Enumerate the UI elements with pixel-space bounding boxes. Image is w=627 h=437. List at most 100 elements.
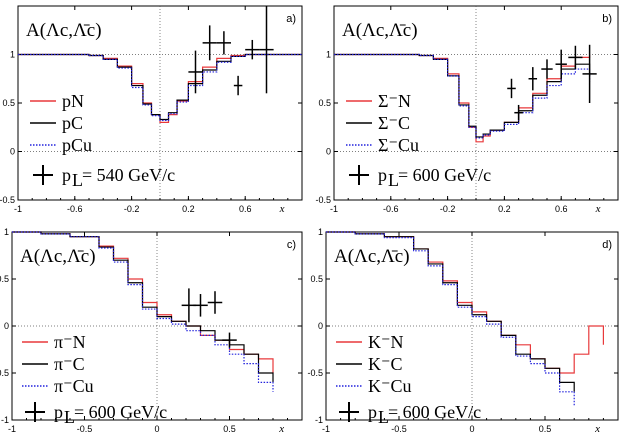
y-tick-label: -0.5	[315, 195, 331, 205]
series-pCu	[18, 53, 302, 122]
legend-entry: pCu	[62, 135, 92, 155]
panel-title: A(Λc,Λ̄c)	[26, 20, 102, 41]
data-point	[582, 44, 597, 103]
y-tick-label: 0	[318, 321, 323, 331]
x-tick-label: -0.6	[67, 204, 83, 214]
data-point	[207, 291, 223, 314]
legend-entry: Σ⁻Cu	[378, 135, 419, 155]
beam-label: p	[378, 165, 387, 185]
legend-entry: π⁻N	[54, 332, 86, 352]
beam-value: = 600 GeV/c	[74, 402, 167, 422]
y-tick-label: -0.5	[0, 195, 15, 205]
x-tick-label: -1	[8, 424, 16, 434]
legend-entry: K⁻N	[368, 332, 404, 352]
beam-label-sub: L	[64, 407, 75, 427]
panel-label: b)	[602, 13, 612, 25]
legend-entry: π⁻C	[54, 354, 85, 374]
beam-label: p	[62, 165, 71, 185]
data-point	[568, 45, 583, 70]
y-tick-label: 0.5	[318, 98, 331, 108]
x-tick-label: 0	[469, 424, 474, 434]
y-tick-label: -0.5	[307, 368, 323, 378]
data-point	[188, 50, 203, 94]
beam-label-sub: L	[388, 170, 399, 190]
x-axis-label: x	[279, 203, 285, 215]
series-Σ-C	[334, 53, 591, 138]
x-tick-label: -1	[322, 424, 330, 434]
beam-label: p	[368, 402, 377, 422]
x-axis-label: x	[278, 423, 284, 435]
data-point	[216, 31, 231, 55]
legend-entry: Σ⁻N	[378, 91, 411, 111]
beam-label: p	[54, 402, 63, 422]
data-point	[507, 78, 516, 99]
series-pN	[18, 53, 302, 123]
legend-entry: Σ⁻C	[378, 113, 410, 133]
x-tick-label: 0	[154, 424, 159, 434]
x-tick-label: 0.2	[182, 204, 195, 214]
beam-marker	[33, 165, 53, 185]
beam-marker	[339, 402, 359, 422]
series-Σ-Cu	[334, 53, 591, 139]
series-π-Cu	[12, 231, 274, 392]
panel-label: c)	[287, 239, 296, 251]
y-tick-label: 0.5	[2, 98, 15, 108]
data-point	[514, 104, 523, 121]
beam-value: = 600 GeV/c	[388, 402, 481, 422]
series-Σ-N	[334, 53, 591, 143]
panel-d: -1 -0.5 0 0.5 1 -1 -0.5 0 0.5 x d) A(Λc,Λ̄c) K⁻NK⁻CK…	[307, 227, 619, 435]
x-tick-label: 0.2	[498, 204, 511, 214]
y-tick-label: 1	[326, 50, 331, 60]
x-tick-label: -0.5	[391, 424, 407, 434]
panel-a: -0.500.51-1 -0.6 -0.2 0.2 0.6 xa)A(Λc,Λ̄c)pNp…	[0, 5, 303, 215]
panel-label: a)	[286, 13, 296, 25]
x-tick-label: 0.5	[223, 424, 236, 434]
x-tick-label: -0.5	[77, 424, 93, 434]
x-axis-label: x	[594, 423, 600, 435]
y-tick-label: 0	[326, 147, 331, 157]
beam-value: = 540 GeV/c	[82, 165, 175, 185]
data-point	[202, 25, 217, 61]
panel-c: -1 -0.5 0 0.5 1 -1 -0.5 0 0.5 x c) A(Λc,Λ̄c) π⁻Nπ⁻Cπ…	[0, 227, 303, 435]
y-tick-label: 1	[10, 50, 15, 60]
y-tick-label: -1	[315, 415, 323, 425]
x-tick-label: -0.6	[383, 204, 399, 214]
series-π-C	[12, 231, 274, 383]
legend-entry: π⁻Cu	[54, 376, 94, 396]
x-tick-label: -0.2	[124, 204, 140, 214]
y-tick-label: 0.5	[0, 274, 9, 284]
x-tick-label: -0.2	[440, 204, 456, 214]
x-tick-label: 0.6	[239, 204, 252, 214]
beam-value: = 600 GeV/c	[398, 165, 491, 185]
panel-b: -0.5 0 0.5 1 -1 -0.6 -0.2 0.2 0.6 x b) A(Λc,Λ̄c) Σ⁻N…	[315, 5, 619, 215]
y-tick-label: 0.5	[310, 274, 323, 284]
series-pC	[18, 53, 302, 121]
x-tick-label: -1	[330, 204, 338, 214]
data-point	[541, 59, 553, 79]
panel-label: d)	[602, 239, 612, 251]
x-tick-label: 0.5	[539, 424, 552, 434]
beam-label-sub: L	[378, 407, 389, 427]
panel-title: A(Λc,Λ̄c)	[342, 20, 418, 41]
legend-entry: pN	[62, 91, 84, 111]
x-tick-label: 0.6	[555, 204, 568, 214]
y-tick-label: -0.5	[0, 368, 9, 378]
legend-entry: K⁻Cu	[368, 376, 412, 396]
y-tick-label: 0	[4, 321, 9, 331]
legend-entry: pC	[62, 113, 83, 133]
beam-marker	[25, 402, 45, 422]
beam-marker	[349, 165, 369, 185]
data-point	[233, 75, 243, 96]
data-point	[245, 39, 260, 60]
panel-title: A(Λc,Λ̄c)	[334, 246, 410, 267]
y-tick-label: 1	[4, 227, 9, 237]
y-tick-label: 1	[318, 227, 323, 237]
data-point	[193, 294, 208, 317]
y-tick-label: 0	[10, 147, 15, 157]
data-point	[555, 49, 567, 79]
x-tick-label: -1	[14, 204, 22, 214]
y-tick-label: -1	[1, 415, 9, 425]
legend-entry: K⁻C	[368, 354, 403, 374]
data-point	[222, 332, 237, 348]
